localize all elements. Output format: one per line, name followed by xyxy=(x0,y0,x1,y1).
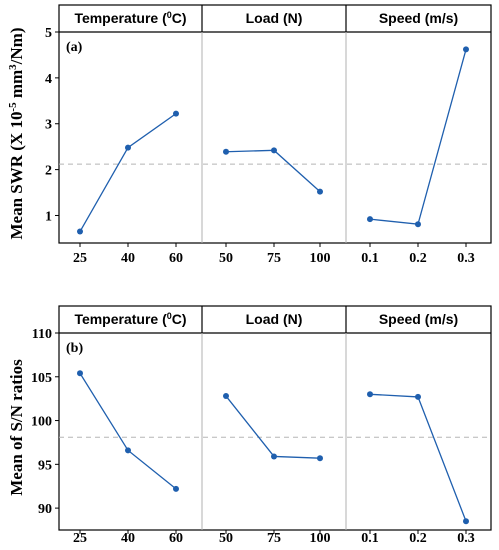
x-tick-label: 0.3 xyxy=(457,251,475,266)
text-part: Speed (m/s) xyxy=(379,10,458,26)
data-point xyxy=(317,188,323,195)
series-line xyxy=(369,49,467,225)
data-point xyxy=(223,393,229,400)
x-tick-label: 100 xyxy=(310,531,331,546)
series-line xyxy=(225,149,321,193)
text-part: mm xyxy=(7,70,26,103)
y-tick-label: 1 xyxy=(45,209,52,224)
text-part: Speed (m/s) xyxy=(379,311,458,327)
y-tick-label: 100 xyxy=(31,415,52,430)
data-point xyxy=(125,144,131,151)
factor-header: Temperature (0C) xyxy=(74,10,186,26)
x-tick-label: 60 xyxy=(169,531,183,546)
data-point xyxy=(415,393,421,400)
y-tick-label: 4 xyxy=(45,72,52,87)
factor-header: Speed (m/s) xyxy=(379,311,458,327)
data-point xyxy=(463,518,469,525)
data-point xyxy=(463,46,469,53)
x-tick-label: 75 xyxy=(267,531,281,546)
superscript: 3 xyxy=(7,64,19,70)
data-point xyxy=(317,455,323,462)
text-part: /Nm) xyxy=(7,27,26,65)
factor-header: Speed (m/s) xyxy=(379,10,458,26)
series-line xyxy=(225,395,321,459)
data-point xyxy=(173,110,179,117)
x-tick-label: 25 xyxy=(73,531,87,546)
text-part: Mean SWR (X 10 xyxy=(7,112,26,240)
text-part: C) xyxy=(172,311,187,327)
text-part: Load (N) xyxy=(246,311,303,327)
data-point xyxy=(367,391,373,398)
panel-label: (b) xyxy=(66,341,83,356)
text-part: Mean of S/N ratios xyxy=(7,359,26,496)
x-tick-label: 100 xyxy=(310,251,331,266)
x-tick-label: 0.1 xyxy=(361,531,379,546)
data-point xyxy=(271,453,277,460)
data-point xyxy=(77,370,83,377)
x-tick-label: 50 xyxy=(219,531,233,546)
data-point xyxy=(173,485,179,492)
y-tick-label: 3 xyxy=(45,118,52,133)
y-tick-label: 90 xyxy=(38,502,52,517)
data-point xyxy=(223,148,229,155)
panel-b-sn-ratio-chart: (b) 90 95 100 105 110 Mean of S/N ratios Temper… xyxy=(7,305,492,546)
superscript: -5 xyxy=(7,102,19,112)
x-tick-label: 40 xyxy=(121,251,135,266)
data-point xyxy=(367,216,373,223)
superscript: 0 xyxy=(167,10,172,20)
text-part: Temperature ( xyxy=(74,311,167,327)
x-tick-label: 50 xyxy=(219,251,233,266)
data-point xyxy=(271,147,277,154)
x-tick-label: 0.2 xyxy=(409,531,427,546)
series-line xyxy=(369,393,467,522)
y-tick-label: 5 xyxy=(45,26,52,41)
y-axis-title: Mean SWR (X 10-5 mm3/Nm) xyxy=(7,27,26,239)
superscript: 0 xyxy=(167,311,172,321)
series-line xyxy=(79,113,177,232)
factor-header: Load (N) xyxy=(246,311,303,327)
series-line xyxy=(79,372,177,490)
text-part: Load (N) xyxy=(246,10,303,26)
x-tick-label: 25 xyxy=(73,251,87,266)
factor-header: Load (N) xyxy=(246,10,303,26)
x-tick-label: 0.1 xyxy=(361,251,379,266)
x-tick-label: 0.2 xyxy=(409,251,427,266)
y-tick-label: 110 xyxy=(32,327,52,342)
panel-label: (a) xyxy=(66,40,83,55)
y-tick-label: 95 xyxy=(38,458,52,473)
x-tick-label: 75 xyxy=(267,251,281,266)
text-part: C) xyxy=(172,10,187,26)
x-tick-label: 40 xyxy=(121,531,135,546)
plot-frame xyxy=(58,305,492,531)
y-tick-label: 105 xyxy=(31,371,52,386)
data-point xyxy=(77,228,83,235)
x-tick-label: 60 xyxy=(169,251,183,266)
factor-header: Temperature (0C) xyxy=(74,311,186,327)
x-tick-label: 0.3 xyxy=(457,531,475,546)
y-tick-label: 2 xyxy=(45,164,52,179)
y-axis-title: Mean of S/N ratios xyxy=(7,359,26,496)
data-point xyxy=(415,221,421,228)
text-part: Temperature ( xyxy=(74,10,167,26)
plot-frame xyxy=(58,4,492,244)
data-point xyxy=(125,447,131,454)
